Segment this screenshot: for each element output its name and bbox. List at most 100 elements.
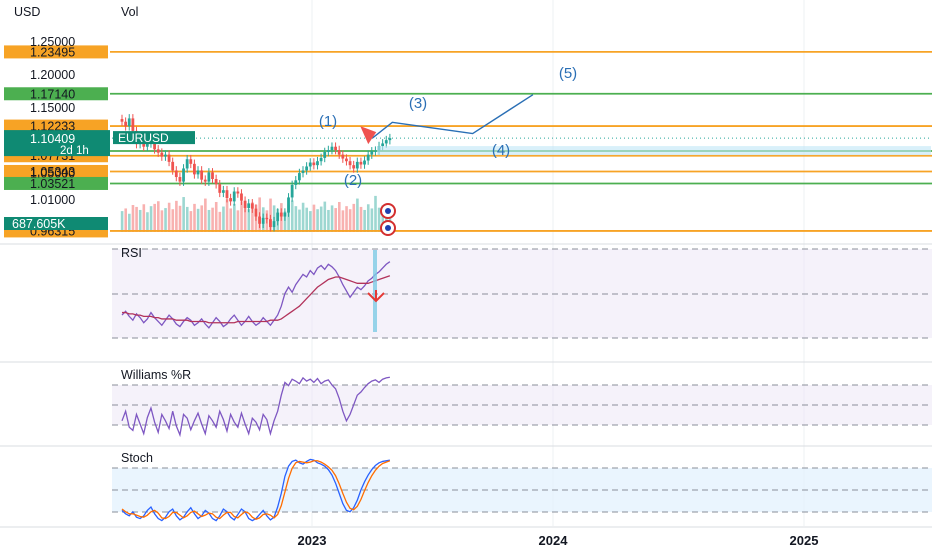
stoch-title: Stoch: [121, 451, 153, 465]
volume-bar: [153, 203, 156, 232]
price-tick-label: 1.20000: [30, 68, 75, 82]
volume-bar: [305, 207, 309, 232]
volume-bar: [356, 198, 359, 232]
volume-bar: [283, 211, 287, 232]
candle-body: [200, 170, 204, 180]
volume-bar: [222, 206, 225, 232]
volume-bar: [164, 208, 167, 232]
year-tick-label: 2023: [298, 533, 327, 548]
wave-label: (1): [319, 113, 337, 130]
rsi-ma-line: [122, 275, 391, 324]
volume-bar: [200, 205, 204, 232]
volume-bar: [146, 212, 149, 232]
wave-label: (3): [409, 95, 427, 112]
level-label-bg: [4, 119, 108, 133]
volume-bar: [348, 209, 352, 232]
level-label: 1.17140: [4, 87, 108, 101]
volume-bar: [149, 206, 153, 232]
price-tick-label: 1.15000: [30, 101, 75, 115]
volume-bar: [338, 201, 341, 232]
volume-bar: [345, 206, 348, 232]
year-tick-label: 2025: [790, 533, 819, 548]
candle-body: [352, 165, 356, 169]
volume-bar: [167, 202, 171, 232]
volume-bar: [142, 204, 146, 232]
candle-body: [243, 200, 247, 208]
volume-bar: [171, 209, 175, 232]
candle-body: [384, 140, 388, 144]
candle-body: [370, 151, 374, 155]
volume-bar: [175, 200, 178, 232]
price-tick-label: 1.25000: [30, 35, 75, 49]
projection-path[interactable]: [371, 94, 534, 139]
wave-label: (2): [344, 172, 362, 189]
wave-label: (5): [559, 65, 577, 82]
candle-body: [316, 161, 319, 166]
candle-body: [240, 193, 243, 201]
volume-bar: [377, 207, 381, 232]
volume-bar: [381, 205, 385, 232]
candle-body: [124, 121, 128, 127]
volume-bar: [160, 210, 164, 232]
candle-body: [221, 190, 225, 193]
candle-body: [196, 170, 200, 175]
rsi-title: RSI: [121, 246, 142, 260]
flag-center-icon: [385, 225, 391, 231]
candle-body: [160, 152, 164, 157]
price-tick-label: 1.01000: [30, 193, 75, 207]
rsi-down-arrow: [367, 290, 385, 303]
volume-bar: [243, 205, 247, 232]
volume-bar: [178, 205, 182, 232]
volume-bar: [330, 205, 334, 232]
volume-bar: [189, 211, 193, 232]
candle-body: [174, 170, 178, 178]
candle-body: [341, 154, 345, 159]
candle-body: [265, 217, 269, 220]
flag-center-icon: [385, 208, 391, 214]
candle-body: [229, 198, 232, 202]
level-label-text: 1.17140: [30, 87, 75, 101]
currency-label: USD: [14, 5, 40, 19]
volume-bar: [193, 203, 196, 232]
candle-body: [250, 203, 254, 209]
volume-bar: [157, 201, 160, 232]
price-tag-bg: [4, 130, 110, 157]
candle-body: [359, 161, 363, 165]
candle-body: [182, 168, 185, 182]
stoch-d-line: [121, 460, 391, 520]
candle-body: [283, 212, 287, 217]
candle-body: [345, 158, 348, 162]
red-arrow-marker: [360, 126, 377, 145]
candle-body: [363, 160, 366, 165]
volume-bar: [309, 211, 312, 232]
volume-bar: [211, 207, 214, 232]
volume-bar: [251, 202, 254, 232]
candle-body: [167, 154, 171, 162]
candle-body: [171, 161, 175, 171]
elliott-wave-projection[interactable]: (1) (2) (3) (4) (5): [319, 65, 931, 189]
volume-bar: [229, 208, 232, 232]
volume-tag-text: 687.605K: [12, 217, 66, 231]
candle-body: [145, 143, 149, 147]
candle-body: [323, 151, 327, 158]
level-label-text: 1.05343: [30, 165, 75, 179]
candle-body: [334, 146, 337, 151]
candle-body: [287, 197, 290, 213]
volume-bar: [323, 201, 327, 232]
volume-bar: [298, 209, 301, 232]
volume-bar: [290, 200, 294, 232]
candle-body: [214, 178, 218, 185]
candle-body: [120, 119, 124, 122]
volume-bar: [131, 205, 135, 232]
indicator-lines: [121, 250, 391, 522]
volume-bar: [294, 206, 298, 232]
candle-body: [319, 157, 323, 162]
volume-bar: [319, 206, 323, 232]
candle-body: [247, 203, 251, 208]
candle-body: [374, 150, 377, 152]
year-tick-label: 2024: [539, 533, 569, 548]
candle-body: [312, 162, 316, 166]
candle-body: [203, 179, 207, 182]
level-label-bg: [4, 176, 108, 190]
